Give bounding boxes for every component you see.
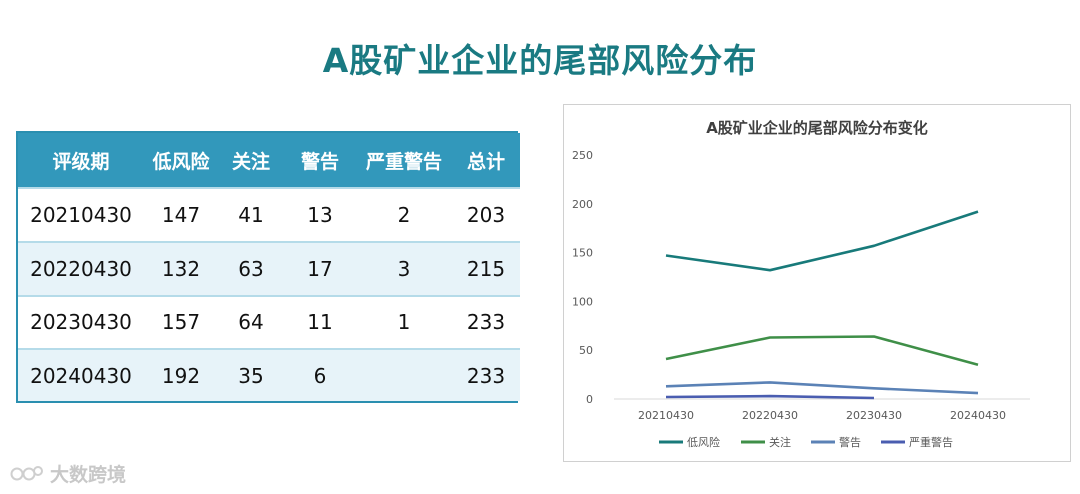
legend-label-4: 严重警告: [909, 435, 953, 449]
series-line-4: [665, 394, 875, 400]
table-cell: 147: [144, 187, 218, 242]
header-warning: 警告: [284, 133, 356, 188]
table-cell: 6: [284, 348, 356, 401]
y-tick-label: 150: [572, 247, 593, 260]
watermark-text: 大数跨境: [50, 464, 127, 486]
series-line-2: [665, 335, 979, 367]
table-cell: 63: [218, 240, 284, 296]
series-line-3: [665, 381, 979, 395]
table-row: 20220430 132 63 17 3 215: [18, 240, 520, 296]
table-cell: 20240430: [18, 348, 144, 401]
table-cell: 132: [144, 240, 218, 296]
table-cell: 17: [284, 240, 356, 296]
y-tick-label: 0: [586, 393, 593, 406]
table-cell: 13: [284, 187, 356, 242]
legend-label-3: 警告: [839, 435, 861, 449]
y-tick-label: 50: [579, 344, 593, 357]
table-row: 20210430 147 41 13 2 203: [18, 187, 520, 242]
x-tick-label: 20240430: [950, 409, 1006, 422]
y-tick-label: 200: [572, 198, 593, 211]
table-cell: 215: [452, 240, 520, 296]
table-cell: 203: [452, 187, 520, 242]
header-severe-warning: 严重警告: [356, 133, 452, 188]
header-total: 总计: [452, 133, 520, 188]
table-row: 20230430 157 64 11 1 233: [18, 294, 520, 350]
header-watch: 关注: [218, 133, 284, 188]
table-cell: 20220430: [18, 240, 144, 296]
table-cell: 1: [356, 294, 452, 350]
series-line-1: [665, 210, 979, 272]
x-tick-label: 20230430: [846, 409, 902, 422]
legend-label-1: 低风险: [687, 435, 720, 449]
header-low-risk: 低风险: [144, 133, 218, 188]
table-cell: 3: [356, 240, 452, 296]
watermark: 大数跨境: [10, 460, 126, 487]
y-tick-label: 250: [572, 149, 593, 162]
risk-table: 评级期 低风险 关注 警告 严重警告 总计 20210430 147 41 13…: [16, 131, 520, 403]
page-title: A股矿业企业的尾部风险分布: [322, 41, 758, 80]
x-tick-label: 20210430: [638, 409, 694, 422]
header-period: 评级期: [18, 133, 144, 188]
table-cell: 20210430: [18, 187, 144, 242]
table-header-row: 评级期 低风险 关注 警告 严重警告 总计: [18, 133, 520, 188]
table-row: 20240430 192 35 6 233: [18, 348, 520, 401]
table-cell: 233: [452, 294, 520, 350]
line-chart: A股矿业企业的尾部风险分布变化 0 50 100 150 200 250 20210430 2…: [572, 119, 1030, 449]
x-tick-label: 20220430: [742, 409, 798, 422]
table-cell: 157: [144, 294, 218, 350]
table-cell: 35: [218, 348, 284, 401]
brand-logo-icon: [10, 465, 43, 480]
line-chart-panel: A股矿业企业的尾部风险分布变化 0 50 100 150 200 250 20210430 2…: [563, 104, 1071, 462]
table-cell: 192: [144, 348, 218, 401]
table-cell: 20230430: [18, 294, 144, 350]
chart-title: A股矿业企业的尾部风险分布变化: [706, 119, 928, 137]
table-cell: 64: [218, 294, 284, 350]
y-tick-label: 100: [572, 295, 593, 308]
table-cell: [356, 348, 452, 401]
table-cell: 2: [356, 187, 452, 242]
table-cell: 41: [218, 187, 284, 242]
table-cell: 233: [452, 348, 520, 401]
legend-label-2: 关注: [769, 435, 791, 449]
table-cell: 11: [284, 294, 356, 350]
